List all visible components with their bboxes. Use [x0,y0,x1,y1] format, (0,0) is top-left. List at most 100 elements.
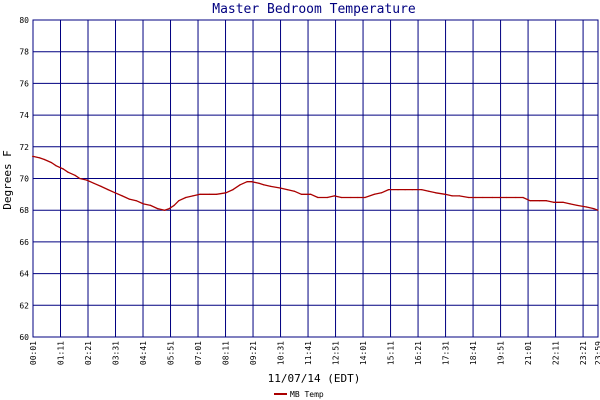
data-point [251,181,253,183]
data-point [149,204,152,206]
data-point [350,196,352,199]
y-tick-label: 66 [19,238,29,247]
x-tick-label: 09:21 [249,341,258,365]
data-point [107,189,109,191]
x-tick-label: 00:01 [29,341,38,365]
data-point [164,209,166,211]
x-tick-label: 10:31 [277,341,286,365]
data-point [208,193,210,195]
x-tick-label: 11:41 [304,341,313,365]
data-point [428,190,430,192]
chart-title: Master Bedroom Temperature [212,2,416,17]
data-point [491,196,493,199]
data-point [168,208,170,210]
data-point [270,185,272,187]
x-tick-label: 21:01 [524,341,533,365]
data-point [482,196,484,199]
data-point [263,184,265,186]
y-tick-label: 72 [19,143,29,152]
data-point [86,179,88,181]
data-point [451,195,453,197]
data-point [67,171,69,173]
x-tick-label: 15:11 [387,341,396,365]
data-point [522,196,524,199]
y-tick-label: 70 [19,175,29,184]
x-tick-label: 18:41 [469,341,478,365]
data-point [246,181,248,183]
y-axis-label: Degrees F [1,150,14,210]
legend: MB Temp [274,390,324,399]
data-point [114,192,116,194]
x-tick-label: 16:21 [414,341,423,365]
data-point [300,193,302,195]
data-point [215,193,218,195]
data-point [39,157,41,159]
x-tick-label: 14:01 [359,341,368,365]
data-point [357,196,359,199]
data-point [135,200,137,202]
y-tick-label: 74 [19,111,29,120]
data-point [373,193,375,195]
y-tick-label: 62 [19,301,29,310]
x-axis-label: 11/07/14 (EDT) [268,372,361,385]
data-point [50,162,53,164]
data-point [317,196,319,199]
x-tick-label: 17:31 [442,341,451,365]
data-point [199,193,201,195]
x-tick-label: 19:51 [497,341,506,365]
x-tick-labels: 00:01 01:11 02:21 03:31 04:41 05:51 07:01 08:11… [29,341,600,365]
data-point [404,189,406,191]
y-tick-labels: 60 62 64 66 68 70 72 74 76 78 80 [19,16,29,342]
data-point [333,195,335,197]
data-point [475,196,477,199]
data-point [340,196,342,199]
data-point [553,201,555,203]
data-point [185,196,187,199]
y-tick-label: 60 [19,333,29,342]
data-point [258,182,260,184]
data-point [232,189,234,191]
data-point [326,196,328,199]
data-point [43,158,46,161]
data-point [515,196,517,199]
grid-lines [32,19,599,338]
x-tick-label: 22:11 [552,341,561,365]
data-point [293,190,295,192]
data-point [538,200,541,202]
data-point [498,196,500,199]
x-tick-label: 04:41 [139,341,148,365]
data-point [79,177,81,180]
data-point [121,195,123,197]
x-tick-label: 08:11 [222,341,231,365]
x-tick-label: 05:51 [167,341,176,365]
x-tick-label: 23:21 [579,341,588,365]
data-point [380,192,383,194]
data-point [576,204,578,206]
x-tick-label: 23:59 [594,341,600,365]
series-layer [31,155,599,211]
data-point [192,195,194,197]
y-tick-label: 76 [19,79,29,88]
data-point [93,182,95,184]
data-point [529,200,531,202]
x-tick-label: 01:11 [57,341,66,365]
data-point [239,184,241,186]
data-point [444,193,446,195]
x-tick-label: 12:51 [332,341,341,365]
x-tick-label: 03:31 [112,341,121,365]
y-tick-label: 78 [19,48,29,57]
data-point [142,203,144,205]
data-point [62,168,64,170]
data-point [388,189,390,191]
data-point [364,196,366,199]
data-point [225,192,227,194]
data-point [397,189,399,191]
legend-label: MB Temp [290,390,324,399]
data-point [597,209,599,211]
data-point [100,185,102,187]
data-point [569,203,571,205]
data-point [458,195,460,197]
data-point [435,192,437,194]
x-tick-label: 07:01 [194,341,203,365]
